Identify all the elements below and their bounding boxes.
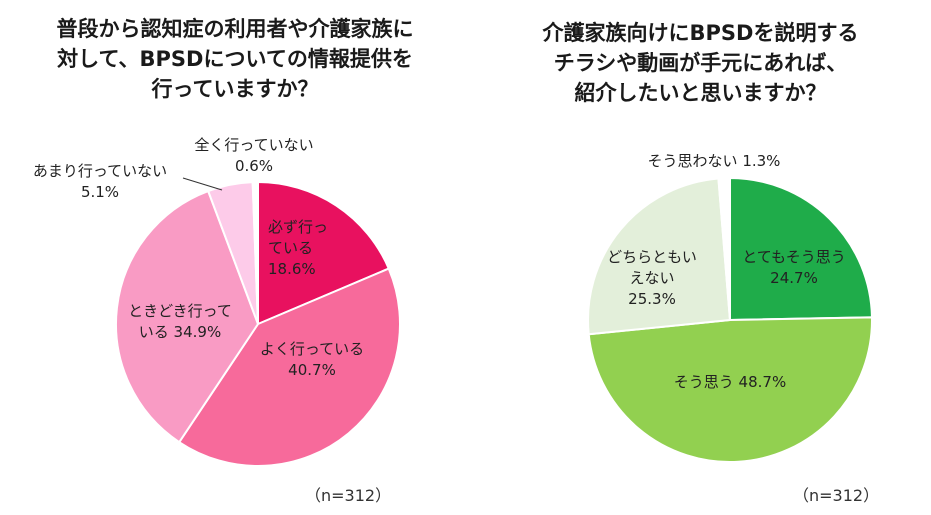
right-label-2-line-2: 25.3% [628,290,676,308]
left-slice-1 [177,267,401,467]
right-label-0-line-1: 24.7% [770,269,818,287]
right-slice-3 [717,176,731,321]
left-sample-size: （n=312） [305,486,392,505]
left-slice-4 [251,180,259,325]
left-label-4-line-1: 0.6% [235,157,273,175]
right-label-3-line-0: そう思わない 1.3% [648,152,781,170]
right-sample-size: （n=312） [793,486,880,505]
left-label-2-line-1: いる 34.9% [139,323,221,341]
left-chart-title: 普段から認知症の利用者や介護家族に 対して、BPSDについての情報提供を 行って… [56,17,414,101]
right-label-1-line-0: そう思う 48.7% [674,373,786,391]
left-label-1-line-1: 40.7% [288,361,336,379]
left-label-3-line-0: あまり行っていない [33,162,167,180]
left-label-1-line-0: よく行っている [260,340,364,358]
left-leader-3 [182,177,223,191]
left-slice-2 [115,189,260,444]
left-label-3-line-1: 5.1% [81,183,119,201]
right-chart-title: 介護家族向けにBPSDを説明する チラシや動画が手元にあれば、 紹介したいと思い… [542,21,859,105]
left-slice-0 [257,180,391,326]
left-label-0-line-2: 18.6% [268,260,316,278]
right-slice-2 [587,177,732,336]
right-label-2-line-0: どちらともい [607,248,697,266]
left-label-0-line-0: 必ず行っ [268,218,328,236]
left-label-4-line-0: 全く行っていない [194,136,313,154]
right-label-0-line-0: とてもそう思う [742,248,846,266]
left-label-0-line-1: ている [268,239,313,257]
right-slice-0 [729,176,873,322]
right-label-2-line-1: えない [629,269,674,287]
left-label-2-line-0: ときどき行って [128,302,232,320]
right-slice-1 [587,316,873,463]
